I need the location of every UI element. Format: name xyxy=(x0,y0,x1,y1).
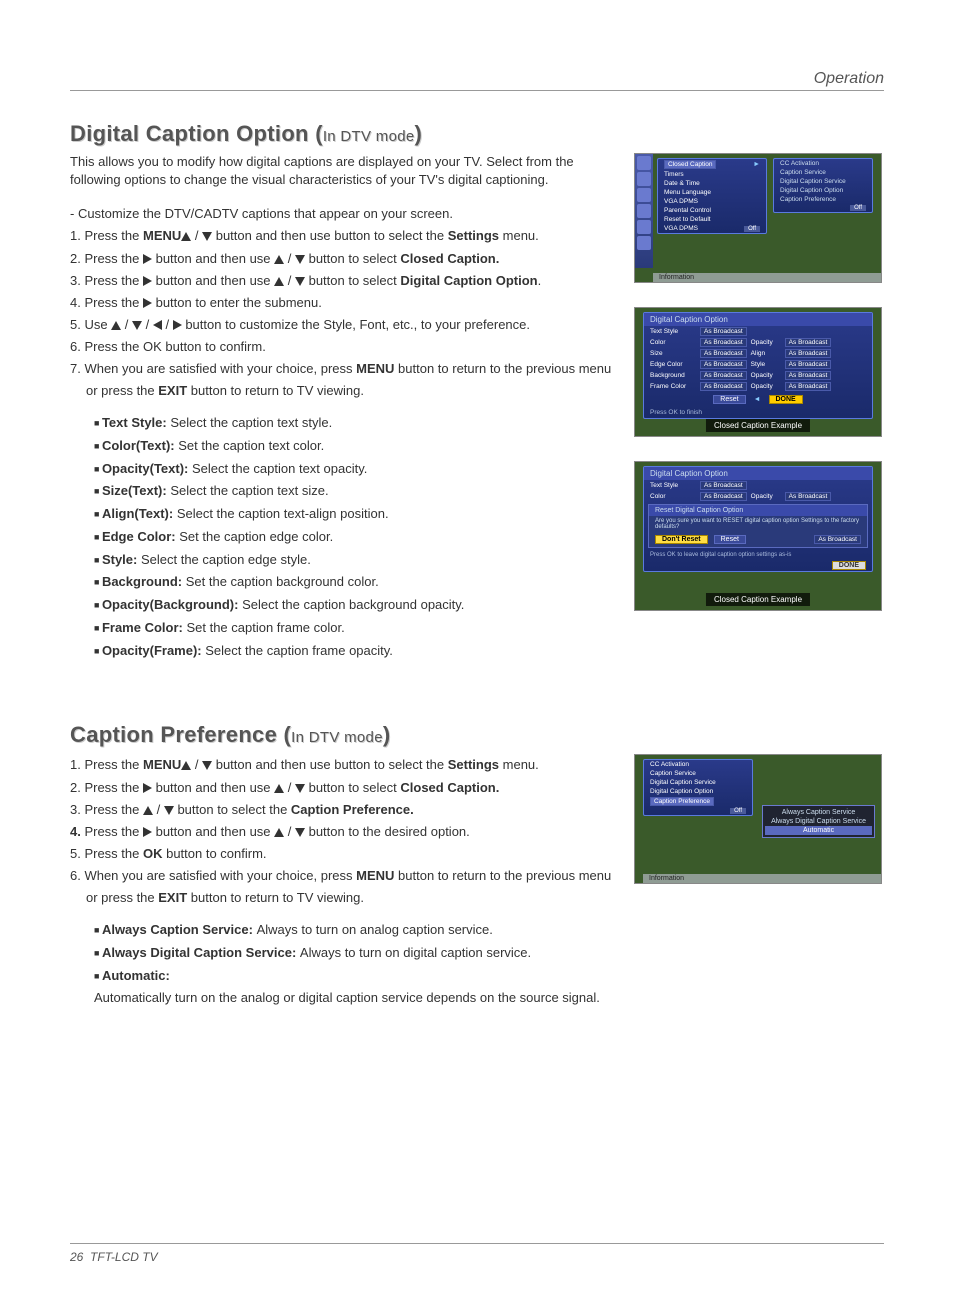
up-arrow-icon xyxy=(143,806,153,815)
osd3-reset-msg: Are you sure you want to RESET digital c… xyxy=(649,516,867,532)
section1-intro: This allows you to modify how digital ca… xyxy=(70,153,614,189)
option-item: Color(Text): Set the caption text color. xyxy=(94,435,614,458)
option-item: Opacity(Frame): Select the caption frame… xyxy=(94,640,614,663)
osd2-reset-button[interactable]: Reset xyxy=(713,395,745,404)
osd2-done-button[interactable]: DONE xyxy=(769,395,803,404)
osd4-info: Information xyxy=(643,874,881,883)
up-arrow-icon xyxy=(274,828,284,837)
header-rule xyxy=(70,90,884,91)
osd3-dont-reset-button[interactable]: Don't Reset xyxy=(655,535,708,544)
down-arrow-icon xyxy=(164,806,174,815)
section2-steps: 1. Press the MENU / button and then use … xyxy=(70,754,614,909)
osd-sidebar xyxy=(635,154,653,268)
option-item: Always Digital Caption Service: Always t… xyxy=(94,942,614,965)
osd1-left: Closed Caption►TimersDate & TimeMenu Lan… xyxy=(657,158,767,234)
section2-options: Always Caption Service: Always to turn o… xyxy=(94,919,614,1010)
section2-title: Caption Preference (In DTV mode) xyxy=(70,722,884,748)
osd3-reset-button[interactable]: Reset xyxy=(714,535,746,544)
up-arrow-icon xyxy=(274,784,284,793)
option-item: Opacity(Text): Select the caption text o… xyxy=(94,458,614,481)
title2-end: ) xyxy=(383,722,391,747)
option-item: Text Style: Select the caption text styl… xyxy=(94,412,614,435)
section1-options: Text Style: Select the caption text styl… xyxy=(94,412,614,662)
down-arrow-icon xyxy=(295,255,305,264)
right-arrow-icon xyxy=(143,254,152,264)
down-arrow-icon xyxy=(295,277,305,286)
right-arrow-icon xyxy=(143,298,152,308)
down-arrow-icon xyxy=(202,761,212,770)
right-arrow-icon xyxy=(143,783,152,793)
caption-example-3: Closed Caption Example xyxy=(706,593,810,606)
section1-steps: - Customize the DTV/CADTV captions that … xyxy=(70,203,614,402)
osd1-info: Information xyxy=(653,273,881,282)
option-item: Size(Text): Select the caption text size… xyxy=(94,480,614,503)
section1-title: Digital Caption Option (In DTV mode) xyxy=(70,121,884,147)
up-arrow-icon xyxy=(181,761,191,770)
osd3-done[interactable]: DONE xyxy=(832,561,866,570)
up-arrow-icon xyxy=(181,232,191,241)
screenshot-caption-preference: CC ActivationCaption ServiceDigital Capt… xyxy=(634,754,882,884)
osd2-hint: Press OK to finish xyxy=(644,407,872,418)
osd4-popup: Always Caption ServiceAlways Digital Cap… xyxy=(762,805,875,838)
option-item: Align(Text): Select the caption text-ali… xyxy=(94,503,614,526)
page-section-header: Operation xyxy=(814,70,884,88)
title-sub: In DTV mode xyxy=(323,128,415,145)
page-footer: 26 TFT-LCD TV xyxy=(70,1243,884,1264)
right-arrow-icon xyxy=(143,827,152,837)
osd3-reset-title: Reset Digital Caption Option xyxy=(649,505,867,516)
title2-sub: In DTV mode xyxy=(291,729,383,746)
option-item: Style: Select the caption edge style. xyxy=(94,549,614,572)
option-item: Opacity(Background): Select the caption … xyxy=(94,594,614,617)
right-arrow-icon xyxy=(143,276,152,286)
osd3-title: Digital Caption Option xyxy=(644,467,872,480)
osd3-hint: Press OK to leave digital caption option… xyxy=(644,550,872,560)
down-arrow-icon xyxy=(295,828,305,837)
osd4-left: CC ActivationCaption ServiceDigital Capt… xyxy=(643,759,753,816)
footer-title: TFT-LCD TV xyxy=(90,1250,158,1264)
osd2-panel: Digital Caption Option Text StyleAs Broa… xyxy=(643,312,873,419)
option-item: Background: Set the caption background c… xyxy=(94,571,614,594)
title-main: Digital Caption Option ( xyxy=(70,121,323,146)
screenshot-reset-dialog: Digital Caption Option Text StyleAs Broa… xyxy=(634,461,882,611)
down-arrow-icon xyxy=(295,784,305,793)
down-arrow-icon xyxy=(202,232,212,241)
up-arrow-icon xyxy=(274,277,284,286)
title2-main: Caption Preference ( xyxy=(70,722,291,747)
option-item: Always Caption Service: Always to turn o… xyxy=(94,919,614,942)
title-end: ) xyxy=(415,121,423,146)
osd3-panel: Digital Caption Option Text StyleAs Broa… xyxy=(643,466,873,572)
caption-example-2: Closed Caption Example xyxy=(706,419,810,432)
up-arrow-icon xyxy=(274,255,284,264)
page-number: 26 xyxy=(70,1250,83,1264)
option-item: Frame Color: Set the caption frame color… xyxy=(94,617,614,640)
option-item: Automatic: Automatically turn on the ana… xyxy=(94,965,614,1011)
osd1-right: CC ActivationCaption ServiceDigital Capt… xyxy=(773,158,873,213)
screenshot-digital-caption-option: Digital Caption Option Text StyleAs Broa… xyxy=(634,307,882,437)
option-item: Edge Color: Set the caption edge color. xyxy=(94,526,614,549)
screenshot-settings-menu: Closed Caption►TimersDate & TimeMenu Lan… xyxy=(634,153,882,283)
osd2-title: Digital Caption Option xyxy=(644,313,872,326)
